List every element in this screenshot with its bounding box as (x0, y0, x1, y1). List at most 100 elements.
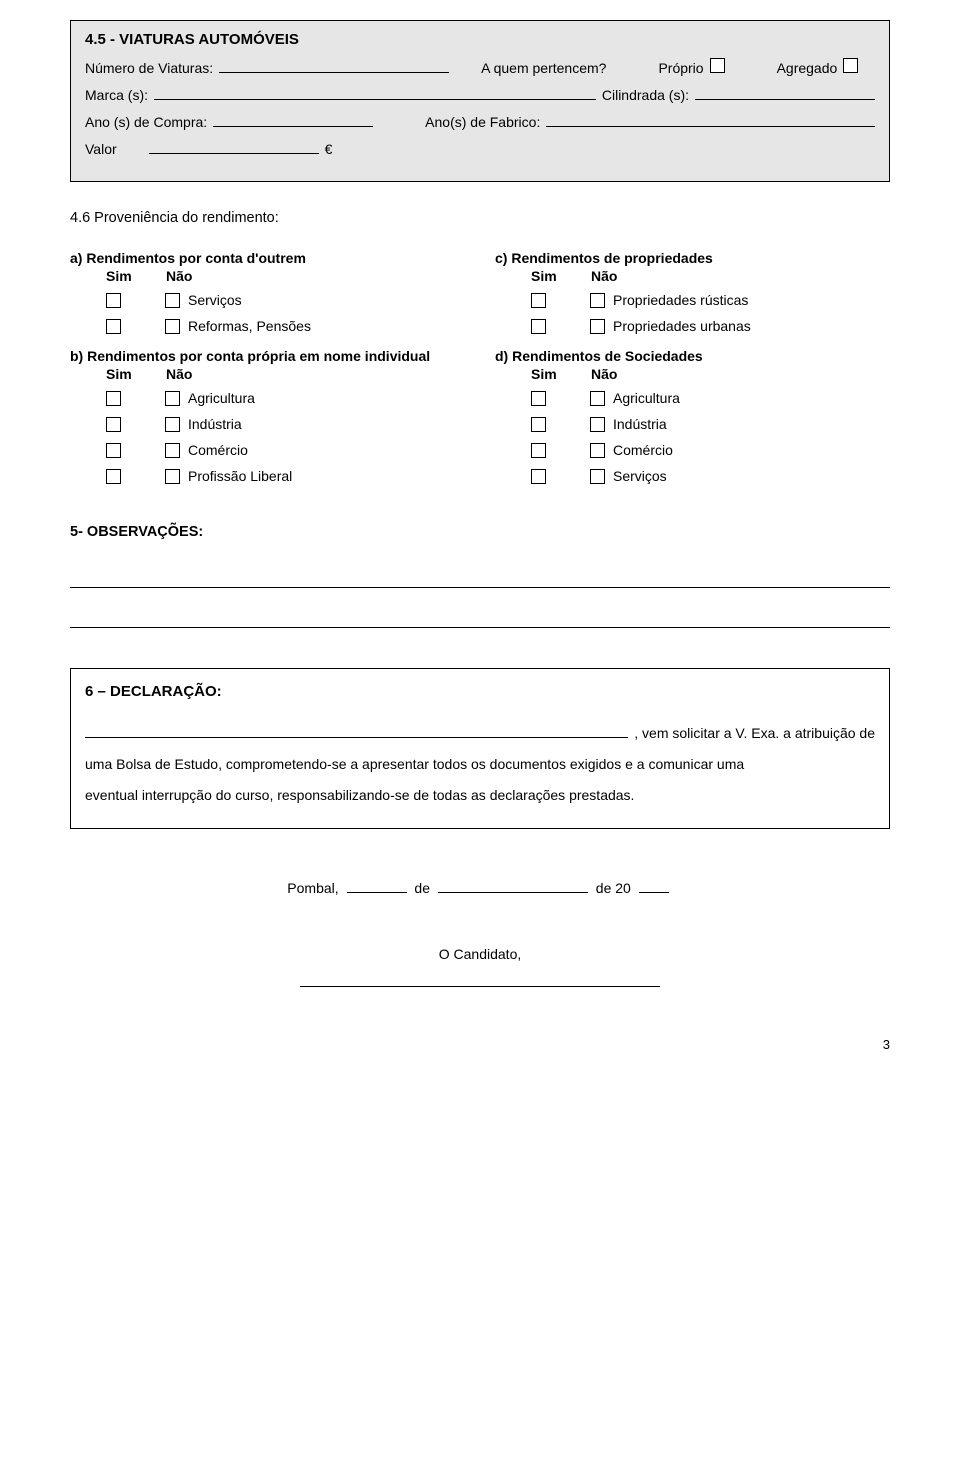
year-input[interactable] (639, 879, 669, 893)
marca-label: Marca (s): (85, 87, 148, 103)
cilindrada-label: Cilindrada (s): (602, 87, 689, 103)
simnao-b: SimNão (106, 366, 465, 382)
signature-line[interactable] (300, 986, 660, 987)
cb-c-urb-nao[interactable] (590, 319, 605, 334)
label-b-com: Comércio (188, 442, 248, 458)
valor-input[interactable] (149, 140, 319, 154)
declaration-body: , vem solicitar a V. Exa. a atribuição d… (85, 718, 875, 810)
euro-symbol: € (325, 141, 333, 157)
item-c-head: c) Rendimentos de propriedades (495, 250, 890, 266)
section-4-5-box: 4.5 - VIATURAS AUTOMÓVEIS Número de Viat… (70, 20, 890, 182)
cb-b-agric-sim[interactable] (106, 391, 121, 406)
row-marca: Marca (s): Cilindrada (s): (85, 86, 875, 103)
cb-d-ind-sim[interactable] (531, 417, 546, 432)
cb-d-agric-sim[interactable] (531, 391, 546, 406)
simnao-d: SimNão (531, 366, 890, 382)
section-5-title: 5- OBSERVAÇÕES: (70, 524, 890, 540)
decl-name-input[interactable] (85, 724, 628, 738)
cb-b-prof-sim[interactable] (106, 469, 121, 484)
date-row: Pombal, de de 20 (70, 879, 890, 896)
ano-compra-input[interactable] (213, 113, 373, 127)
opt-d-com: Comércio (531, 442, 890, 458)
cb-b-agric-nao[interactable] (165, 391, 180, 406)
a-quem-label: A quem pertencem? (481, 60, 606, 76)
cb-d-com-nao[interactable] (590, 443, 605, 458)
cb-a-servicos-nao[interactable] (165, 293, 180, 308)
label-d-agric: Agricultura (613, 390, 680, 406)
valor-label: Valor (85, 141, 117, 157)
col-left: a) Rendimentos por conta d'outrem SimNão… (70, 244, 465, 494)
decl-line2: uma Bolsa de Estudo, comprometendo-se a … (85, 749, 875, 780)
page-number: 3 (70, 1037, 890, 1052)
section-4-5-title: 4.5 - VIATURAS AUTOMÓVEIS (85, 31, 875, 48)
section-6-box: 6 – DECLARAÇÃO: , vem solicitar a V. Exa… (70, 668, 890, 829)
label-d-serv: Serviços (613, 468, 667, 484)
cb-b-prof-nao[interactable] (165, 469, 180, 484)
cb-c-urb-sim[interactable] (531, 319, 546, 334)
label-b-agric: Agricultura (188, 390, 255, 406)
opt-b-ind: Indústria (106, 416, 465, 432)
opt-c-urb: Propriedades urbanas (531, 318, 890, 334)
opt-d-serv: Serviços (531, 468, 890, 484)
section-4-6-title: 4.6 Proveniência do rendimento: (70, 210, 890, 226)
opt-d-agric: Agricultura (531, 390, 890, 406)
decl-line3: eventual interrupção do curso, responsab… (85, 780, 875, 811)
item-b-head: b) Rendimentos por conta própria em nome… (70, 348, 465, 364)
city-label: Pombal, (287, 880, 338, 896)
label-d-ind: Indústria (613, 416, 667, 432)
cb-d-agric-nao[interactable] (590, 391, 605, 406)
row-valor: Valor € (85, 140, 875, 157)
cb-c-rust-sim[interactable] (531, 293, 546, 308)
opt-d-ind: Indústria (531, 416, 890, 432)
cb-d-serv-nao[interactable] (590, 469, 605, 484)
simnao-c: SimNão (531, 268, 890, 284)
proprio-label: Próprio (658, 60, 703, 76)
de1: de (414, 880, 430, 896)
label-a-servicos: Serviços (188, 292, 242, 308)
label-a-reformas: Reformas, Pensões (188, 318, 311, 334)
day-input[interactable] (347, 879, 407, 893)
label-d-com: Comércio (613, 442, 673, 458)
cb-b-ind-nao[interactable] (165, 417, 180, 432)
opt-b-com: Comércio (106, 442, 465, 458)
row-num-viaturas: Número de Viaturas: A quem pertencem? Pr… (85, 58, 875, 76)
label-c-urb: Propriedades urbanas (613, 318, 751, 334)
cb-d-ind-nao[interactable] (590, 417, 605, 432)
obs-line-2[interactable] (70, 600, 890, 628)
section-6-title: 6 – DECLARAÇÃO: (85, 683, 875, 700)
item-a-head: a) Rendimentos por conta d'outrem (70, 250, 465, 266)
section-4-6: 4.6 Proveniência do rendimento: a) Rendi… (70, 210, 890, 494)
cb-a-reformas-sim[interactable] (106, 319, 121, 334)
cb-a-servicos-sim[interactable] (106, 293, 121, 308)
cb-d-serv-sim[interactable] (531, 469, 546, 484)
opt-a-servicos: Serviços (106, 292, 465, 308)
opt-a-reformas: Reformas, Pensões (106, 318, 465, 334)
num-viaturas-label: Número de Viaturas: (85, 60, 213, 76)
cb-a-reformas-nao[interactable] (165, 319, 180, 334)
de2: de 20 (596, 880, 631, 896)
col-right: c) Rendimentos de propriedades SimNão Pr… (495, 244, 890, 494)
simnao-a: SimNão (106, 268, 465, 284)
cilindrada-input[interactable] (695, 86, 875, 100)
num-viaturas-input[interactable] (219, 59, 449, 73)
month-input[interactable] (438, 879, 588, 893)
decl-tail1: , vem solicitar a V. Exa. a atribuição d… (634, 718, 875, 749)
label-c-rust: Propriedades rústicas (613, 292, 748, 308)
row-ano: Ano (s) de Compra: Ano(s) de Fabrico: (85, 113, 875, 130)
cb-b-com-sim[interactable] (106, 443, 121, 458)
ano-fabrico-label: Ano(s) de Fabrico: (425, 114, 540, 130)
obs-line-1[interactable] (70, 560, 890, 588)
candidato-label: O Candidato, (70, 946, 890, 962)
cb-b-ind-sim[interactable] (106, 417, 121, 432)
ano-fabrico-input[interactable] (546, 113, 875, 127)
opt-b-prof: Profissão Liberal (106, 468, 465, 484)
proprio-checkbox[interactable] (710, 58, 725, 73)
opt-c-rust: Propriedades rústicas (531, 292, 890, 308)
cb-c-rust-nao[interactable] (590, 293, 605, 308)
cb-d-com-sim[interactable] (531, 443, 546, 458)
agregado-label: Agregado (777, 60, 838, 76)
agregado-checkbox[interactable] (843, 58, 858, 73)
item-d-head: d) Rendimentos de Sociedades (495, 348, 890, 364)
marca-input[interactable] (154, 86, 596, 100)
cb-b-com-nao[interactable] (165, 443, 180, 458)
